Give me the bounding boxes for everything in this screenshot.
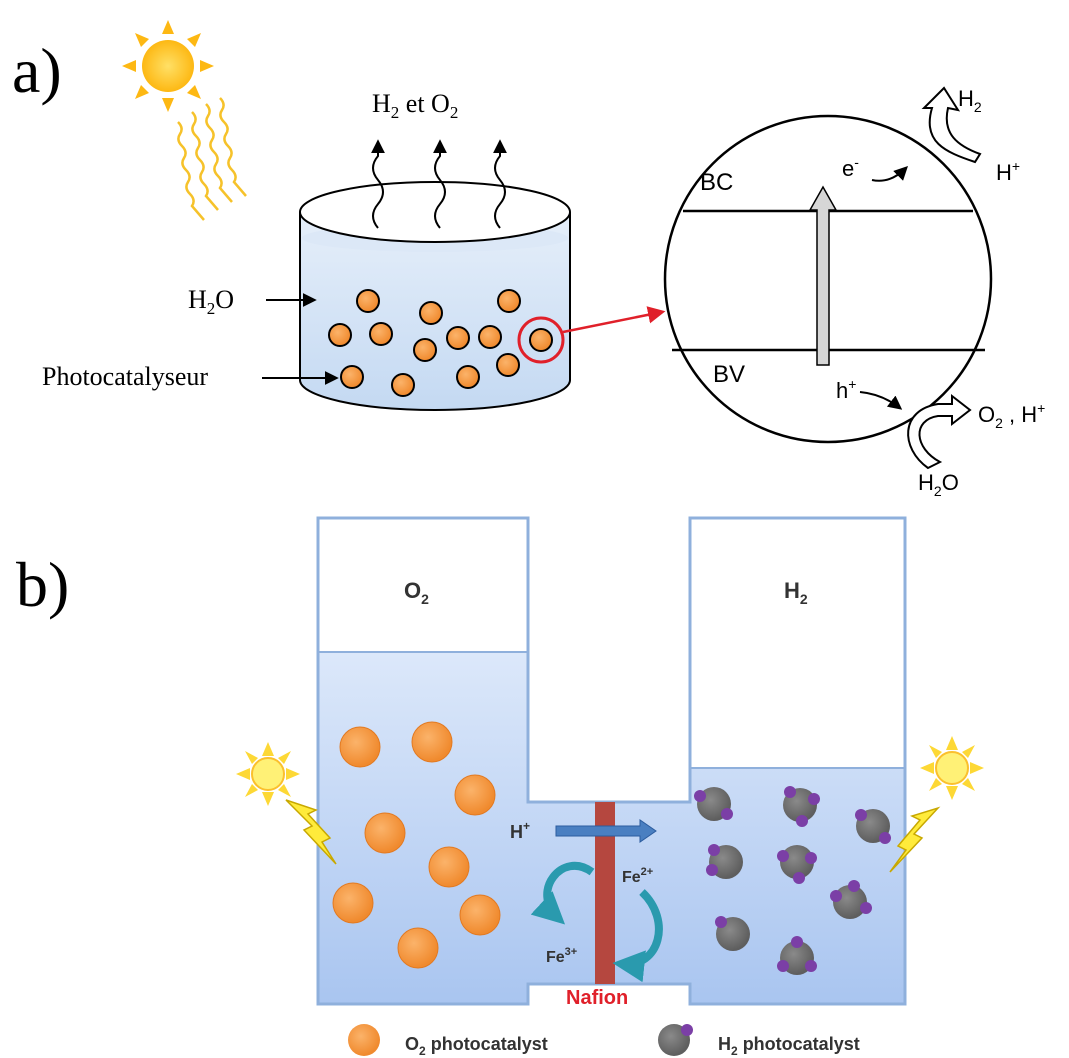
o2-compartment-label: O2	[404, 578, 429, 607]
reduction-curved-arrow	[921, 86, 982, 164]
membrane-label: Nafion	[566, 987, 628, 1009]
left-sun-icon	[236, 742, 300, 806]
water-reactant-label: H2O	[918, 470, 959, 499]
gas-release-arrows	[371, 139, 507, 229]
gas-products-label: H2 et O2	[372, 89, 458, 122]
valence-band-label: BV	[713, 361, 745, 388]
o2-photocatalyst-particles	[332, 721, 501, 969]
legend-o2-swatch	[348, 1024, 380, 1056]
fe-oxidation-arrow	[612, 889, 663, 983]
water-label: H2O	[188, 285, 234, 318]
fe2-label: Fe2+	[622, 866, 653, 886]
hole-arrow	[859, 391, 903, 410]
legend-o2-label: O2 photocatalyst	[405, 1034, 548, 1058]
legend: O2 photocatalyst H2 photocatalyst	[348, 1024, 860, 1058]
band-diagram	[663, 114, 993, 444]
proton-label: H+	[510, 819, 530, 842]
legend-h2-label: H2 photocatalyst	[718, 1034, 860, 1058]
right-lightning-icon	[889, 806, 941, 873]
h2-compartment-label: H2	[784, 578, 808, 607]
panel-a-label: a)	[12, 35, 62, 106]
o2-product-label: O2 , H+	[978, 400, 1045, 431]
highlight-ring	[517, 316, 565, 364]
panel-b-label: b)	[16, 549, 69, 620]
hole-label: h+	[836, 376, 856, 403]
proton-reactant-label: H+	[996, 158, 1020, 185]
conduction-band-label: BC	[700, 169, 733, 196]
fe-reduction-arrow	[530, 861, 595, 925]
photocatalyst-label: Photocatalyseur	[42, 362, 208, 391]
left-lightning-icon	[285, 799, 337, 865]
right-sun-icon	[920, 736, 984, 800]
electron-arrow	[871, 166, 908, 182]
h2-photocatalyst-particles	[694, 786, 891, 975]
zoom-arrow	[562, 306, 666, 334]
nafion-membrane	[595, 802, 615, 984]
light-rays	[177, 97, 247, 221]
electron-label: e-	[842, 154, 859, 181]
h2-product-label: H2	[958, 86, 982, 115]
oxidation-curved-arrow	[907, 393, 972, 470]
beaker-photocatalyst-particles	[328, 289, 553, 397]
fe3-label: Fe3+	[546, 946, 577, 966]
legend-h2-swatch	[658, 1024, 693, 1056]
proton-transfer-arrow	[555, 819, 657, 843]
sun-icon	[122, 20, 214, 112]
